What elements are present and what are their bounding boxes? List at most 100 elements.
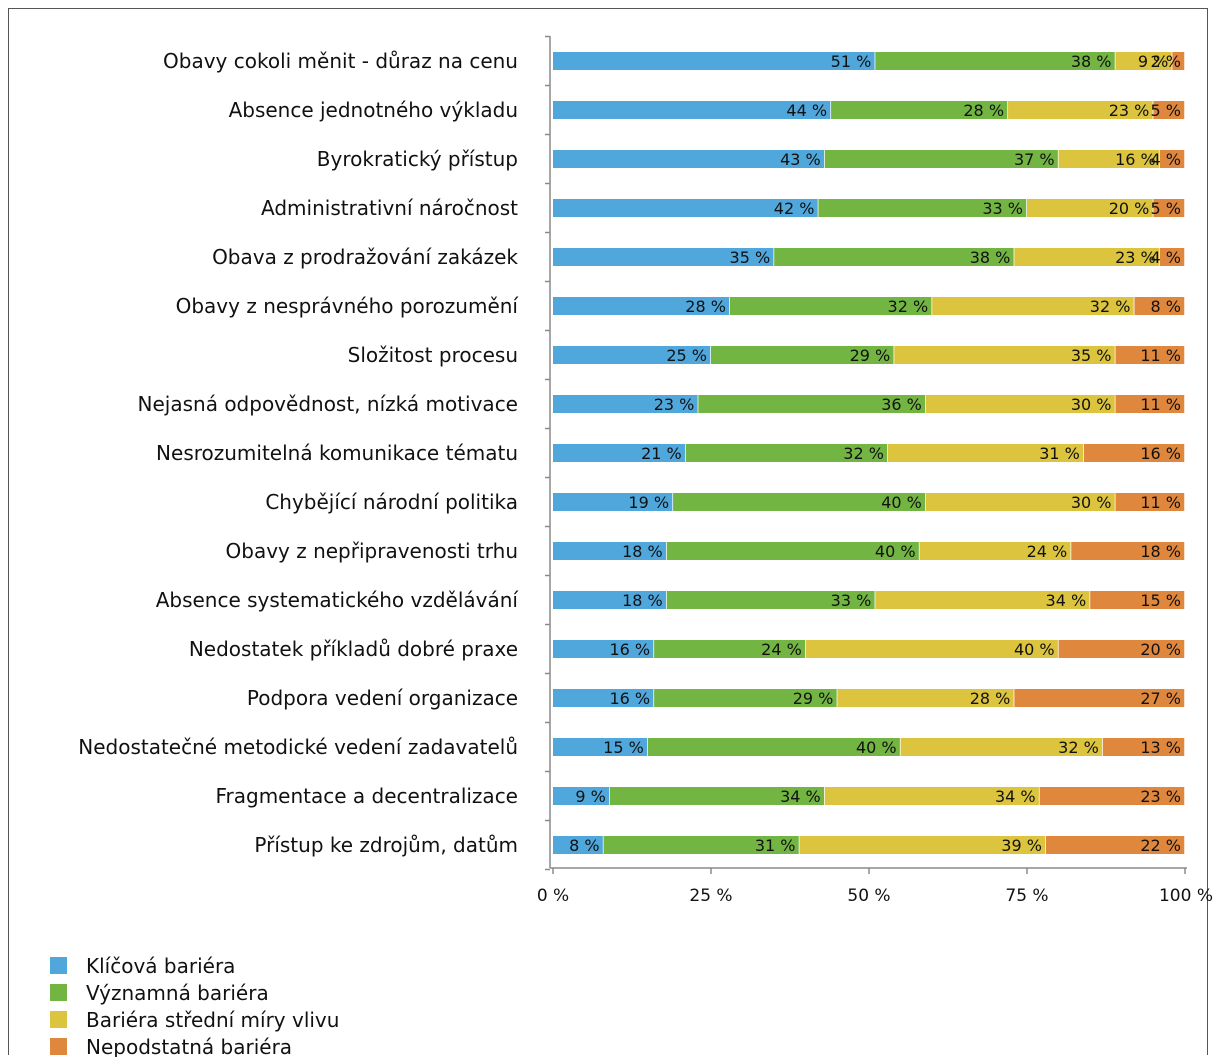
category-label: Složitost procesu	[348, 343, 518, 367]
data-label: 31 %	[1039, 444, 1080, 463]
data-label: 28 %	[685, 297, 726, 316]
data-label: 31 %	[755, 836, 796, 855]
bar-segment	[875, 591, 1091, 609]
bar-segment	[553, 787, 610, 805]
data-label: 5 %	[1151, 199, 1181, 218]
data-label: 8 %	[1151, 297, 1181, 316]
bar-segment	[553, 199, 819, 217]
bar-segment	[666, 591, 876, 609]
data-label: 28 %	[970, 689, 1011, 708]
bar-segment	[553, 150, 825, 168]
data-label: 15 %	[1140, 591, 1181, 610]
category-label: Nedostatečné metodické vedení zadavatelů	[78, 735, 518, 759]
bar-segment	[603, 836, 800, 854]
data-label: 40 %	[856, 738, 897, 757]
data-label: 13 %	[1140, 738, 1181, 757]
bar-segment	[698, 395, 926, 413]
data-label: 36 %	[881, 395, 922, 414]
category-label: Nedostatek příkladů dobré praxe	[189, 637, 518, 661]
x-tick-label: 50 %	[847, 886, 890, 906]
data-label: 19 %	[628, 493, 669, 512]
data-label: 40 %	[1014, 640, 1055, 659]
legend-swatch	[50, 957, 67, 974]
data-label: 18 %	[1140, 542, 1181, 561]
data-label: 11 %	[1140, 395, 1181, 414]
data-label: 33 %	[982, 199, 1023, 218]
bar-segment	[1172, 52, 1185, 70]
x-tick-label: 0 %	[537, 886, 569, 906]
x-tick-label: 75 %	[1005, 886, 1048, 906]
bar-segment	[553, 738, 648, 756]
category-label: Obavy z nepřipravenosti trhu	[226, 539, 519, 563]
category-label: Nesrozumitelná komunikace tématu	[156, 441, 518, 465]
bar-segment	[1083, 444, 1185, 462]
x-tick-label: 100 %	[1159, 886, 1213, 906]
bar-segment	[553, 591, 667, 609]
data-label: 18 %	[622, 542, 663, 561]
category-label: Obava z prodražování zakázek	[212, 245, 518, 269]
data-label: 20 %	[1140, 640, 1181, 659]
data-label: 11 %	[1140, 493, 1181, 512]
bar-segment	[1115, 52, 1173, 70]
data-label: 18 %	[622, 591, 663, 610]
bar-segment	[553, 297, 730, 315]
category-label: Absence jednotného výkladu	[229, 98, 518, 122]
bar-segment	[805, 640, 1059, 658]
data-label: 28 %	[963, 101, 1004, 120]
axes-group: 0 % 25 % 50 % 75 % 100 %	[537, 35, 1213, 906]
data-label: 4 %	[1151, 150, 1181, 169]
data-label: 2 %	[1151, 52, 1181, 71]
data-label: 16 %	[1115, 150, 1156, 169]
bars-group	[553, 52, 1186, 854]
category-label: Nejasná odpovědnost, nízká motivace	[138, 392, 518, 416]
data-label: 24 %	[1027, 542, 1068, 561]
data-label: 30 %	[1071, 395, 1112, 414]
data-label: 11 %	[1140, 346, 1181, 365]
data-label: 34 %	[1046, 591, 1087, 610]
bar-segment	[553, 542, 667, 560]
bar-segment	[932, 297, 1135, 315]
bar-segment	[1071, 542, 1185, 560]
bar-segment	[1115, 346, 1185, 364]
bar-segment	[1134, 297, 1185, 315]
legend-label: Bariéra střední míry vlivu	[86, 1008, 339, 1032]
bar-segment	[925, 493, 1116, 511]
data-label: 35 %	[1071, 346, 1112, 365]
legend-label: Nepodstatná bariéra	[86, 1035, 292, 1057]
bar-segment	[553, 101, 832, 119]
data-label: 4 %	[1151, 248, 1181, 267]
bar-segment	[553, 493, 674, 511]
bar-segment	[609, 787, 825, 805]
bar-segment	[1159, 150, 1185, 168]
x-tick-label: 25 %	[689, 886, 732, 906]
data-label: 27 %	[1140, 689, 1181, 708]
legend-swatch	[50, 984, 67, 1001]
bar-segment	[673, 493, 926, 511]
bar-segment	[553, 836, 604, 854]
category-label: Obavy cokoli měnit - důraz na cenu	[163, 49, 518, 73]
legend-swatch	[50, 1011, 67, 1028]
data-label: 24 %	[761, 640, 802, 659]
data-label: 34 %	[995, 787, 1036, 806]
data-label: 51 %	[831, 52, 872, 71]
bar-segment	[875, 52, 1116, 70]
bar-segment	[1058, 150, 1160, 168]
bar-segment	[894, 346, 1116, 364]
data-label: 32 %	[888, 297, 929, 316]
bar-segment	[1008, 101, 1154, 119]
category-label: Byrokratický přístup	[317, 147, 518, 171]
data-label: 23 %	[654, 395, 695, 414]
data-label: 8 %	[569, 836, 599, 855]
bar-segment	[1153, 199, 1185, 217]
bar-segment	[553, 346, 711, 364]
data-label: 9 %	[1138, 52, 1168, 71]
category-label: Obavy z nesprávného porozumění	[176, 294, 520, 318]
bar-segment	[685, 444, 888, 462]
chart-frame	[8, 8, 1208, 1055]
bar-segment	[1058, 640, 1185, 658]
bar-segment	[553, 395, 699, 413]
bar-segment	[1153, 101, 1185, 119]
bar-segment	[1115, 395, 1185, 413]
data-label: 33 %	[831, 591, 872, 610]
category-label: Chybějící národní politika	[265, 490, 518, 514]
